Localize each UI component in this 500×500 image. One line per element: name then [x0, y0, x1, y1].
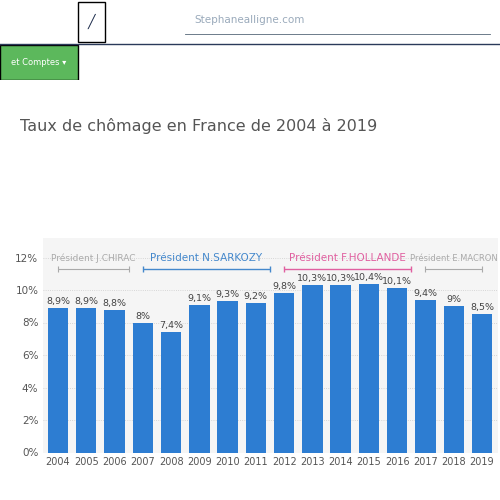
- Text: 8,5%: 8,5%: [470, 304, 494, 312]
- Bar: [444, 306, 464, 452]
- Text: Rapports ▾: Rapports ▾: [192, 58, 238, 67]
- Text: atista: atista: [5, 15, 54, 30]
- Text: 9,4%: 9,4%: [414, 289, 438, 298]
- Text: 8%: 8%: [136, 312, 150, 320]
- Bar: [132, 322, 153, 452]
- Text: 9,3%: 9,3%: [216, 290, 240, 300]
- Bar: [416, 300, 436, 452]
- Text: Statistiques ▾: Statistiques ▾: [122, 58, 178, 67]
- Text: 10,4%: 10,4%: [354, 272, 384, 281]
- Text: 9,1%: 9,1%: [188, 294, 212, 302]
- Text: Outils ▾: Outils ▾: [310, 58, 340, 67]
- FancyBboxPatch shape: [0, 45, 78, 80]
- Text: Infographies: Infographies: [354, 58, 406, 67]
- Text: 10,3%: 10,3%: [326, 274, 356, 283]
- FancyBboxPatch shape: [78, 2, 105, 42]
- Text: et Comptes ▾: et Comptes ▾: [11, 58, 66, 67]
- Bar: [472, 314, 492, 452]
- Bar: [189, 304, 210, 452]
- Bar: [104, 310, 124, 452]
- Bar: [330, 285, 351, 452]
- Text: ╱: ╱: [88, 14, 95, 29]
- Bar: [358, 284, 379, 452]
- Bar: [302, 285, 322, 452]
- Text: Outlooks ▾: Outlooks ▾: [253, 58, 297, 67]
- Text: Président F.HOLLANDE: Président F.HOLLANDE: [290, 253, 406, 263]
- Bar: [218, 302, 238, 452]
- Text: Services ▾: Services ▾: [424, 58, 466, 67]
- Text: Président N.SARKOZY: Président N.SARKOZY: [150, 253, 262, 263]
- Text: Président J.CHIRAC: Président J.CHIRAC: [51, 254, 136, 263]
- Text: 7,4%: 7,4%: [159, 322, 183, 330]
- Bar: [161, 332, 182, 452]
- Bar: [274, 293, 294, 452]
- Text: 8,9%: 8,9%: [74, 297, 98, 306]
- Text: Stephanealligne.com: Stephanealligne.com: [195, 15, 305, 25]
- Text: 8,8%: 8,8%: [102, 298, 126, 308]
- Text: 9%: 9%: [446, 296, 461, 304]
- Bar: [246, 303, 266, 452]
- Text: 9,8%: 9,8%: [272, 282, 296, 292]
- Text: Taux de chômage en France de 2004 à 2019: Taux de chômage en France de 2004 à 2019: [20, 118, 378, 134]
- Text: 9,2%: 9,2%: [244, 292, 268, 301]
- Text: 8,9%: 8,9%: [46, 297, 70, 306]
- Bar: [76, 308, 96, 452]
- Text: 10,1%: 10,1%: [382, 278, 412, 286]
- Text: Président E.MACRON: Président E.MACRON: [410, 254, 498, 263]
- Text: 10,3%: 10,3%: [298, 274, 328, 283]
- Bar: [387, 288, 407, 452]
- Bar: [48, 308, 68, 452]
